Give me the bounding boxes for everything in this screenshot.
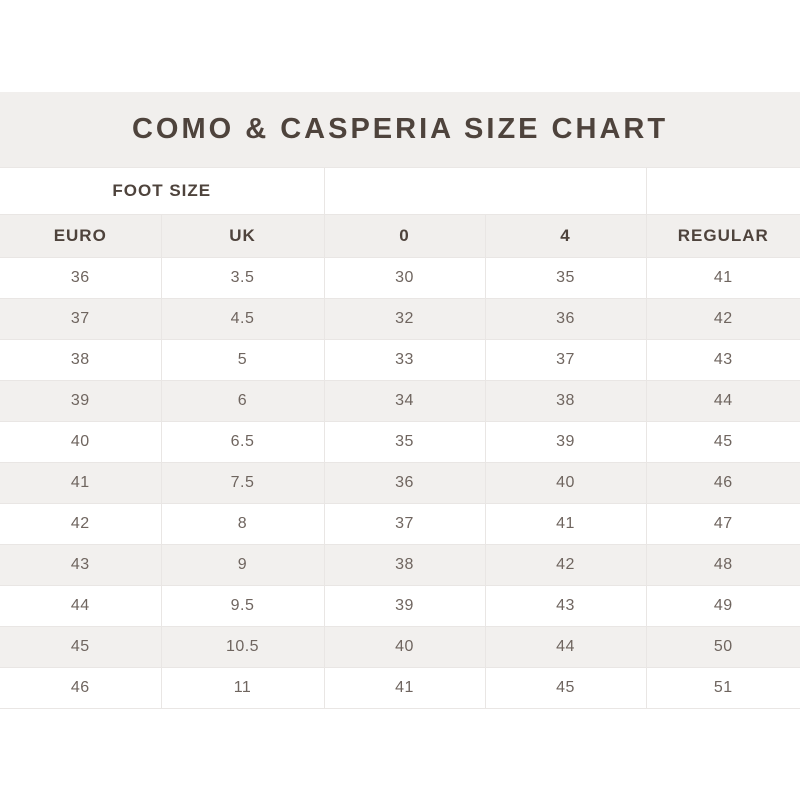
table-cell: 49 (645, 584, 800, 627)
table-cell: 43 (645, 338, 800, 381)
table-cell: 45 (0, 625, 162, 668)
table-row: 37 4.5 32 36 42 (0, 297, 800, 340)
table-cell: 33 (323, 338, 486, 381)
table-cell: 41 (0, 461, 162, 504)
table-cell: 9 (160, 543, 325, 586)
table-cell: 34 (323, 379, 486, 422)
column-header-euro: EURO (0, 213, 162, 258)
table-row: 41 7.5 36 40 46 (0, 461, 800, 504)
table-row: 36 3.5 30 35 41 (0, 256, 800, 299)
table-cell: 36 (484, 297, 647, 340)
table-cell: 42 (645, 297, 800, 340)
table-cell: 11 (160, 666, 325, 709)
table-cell: 39 (323, 584, 486, 627)
table-cell: 42 (484, 543, 647, 586)
table-cell: 36 (0, 256, 162, 299)
table-cell: 45 (484, 666, 647, 709)
table-cell: 38 (0, 338, 162, 381)
table-cell: 3.5 (160, 256, 325, 299)
table-row: 42 8 37 41 47 (0, 502, 800, 545)
page-title: COMO & CASPERIA SIZE CHART (131, 113, 669, 145)
table-cell: 41 (645, 256, 800, 299)
table-row: 38 5 33 37 43 (0, 338, 800, 381)
table-cell: 46 (0, 666, 162, 709)
table-cell: 9.5 (160, 584, 325, 627)
group-header-empty-cell (645, 168, 800, 215)
table-cell: 7.5 (160, 461, 325, 504)
group-header-empty-cell (323, 168, 647, 215)
table-cell: 47 (645, 502, 800, 545)
table-cell: 37 (323, 502, 486, 545)
table-cell: 42 (0, 502, 162, 545)
column-header-row: EURO UK 0 4 REGULAR (0, 213, 800, 258)
table-cell: 44 (645, 379, 800, 422)
table-row: 46 11 41 45 51 (0, 666, 800, 709)
table-cell: 32 (323, 297, 486, 340)
table-row: 44 9.5 39 43 49 (0, 584, 800, 627)
column-header-uk: UK (160, 213, 325, 258)
table-cell: 39 (0, 379, 162, 422)
table-cell: 46 (645, 461, 800, 504)
table-cell: 35 (484, 256, 647, 299)
table-cell: 6.5 (160, 420, 325, 463)
table-cell: 40 (0, 420, 162, 463)
size-table: FOOT SIZE EURO UK 0 4 REGULAR 36 3.5 30 35 41 37 4… (0, 168, 800, 709)
table-row: 45 10.5 40 44 50 (0, 625, 800, 668)
table-cell: 51 (645, 666, 800, 709)
group-header-foot-size: FOOT SIZE (0, 168, 325, 215)
table-cell: 44 (484, 625, 647, 668)
table-cell: 40 (323, 625, 486, 668)
table-cell: 41 (484, 502, 647, 545)
column-header-0: 0 (323, 213, 486, 258)
table-cell: 38 (323, 543, 486, 586)
table-cell: 6 (160, 379, 325, 422)
table-row: 43 9 38 42 48 (0, 543, 800, 586)
group-header-row: FOOT SIZE (0, 168, 800, 215)
table-cell: 4.5 (160, 297, 325, 340)
table-row: 39 6 34 38 44 (0, 379, 800, 422)
size-chart: COMO & CASPERIA SIZE CHART FOOT SIZE EUR… (0, 92, 800, 709)
table-cell: 10.5 (160, 625, 325, 668)
table-cell: 44 (0, 584, 162, 627)
table-cell: 38 (484, 379, 647, 422)
table-cell: 36 (323, 461, 486, 504)
table-cell: 39 (484, 420, 647, 463)
table-cell: 43 (0, 543, 162, 586)
column-header-4: 4 (484, 213, 647, 258)
table-cell: 45 (645, 420, 800, 463)
table-cell: 35 (323, 420, 486, 463)
table-cell: 41 (323, 666, 486, 709)
table-cell: 5 (160, 338, 325, 381)
table-cell: 37 (484, 338, 647, 381)
table-cell: 8 (160, 502, 325, 545)
table-cell: 37 (0, 297, 162, 340)
table-cell: 40 (484, 461, 647, 504)
table-cell: 43 (484, 584, 647, 627)
table-cell: 50 (645, 625, 800, 668)
table-cell: 30 (323, 256, 486, 299)
title-band: COMO & CASPERIA SIZE CHART (0, 92, 800, 168)
column-header-regular: REGULAR (645, 213, 800, 258)
table-cell: 48 (645, 543, 800, 586)
table-row: 40 6.5 35 39 45 (0, 420, 800, 463)
